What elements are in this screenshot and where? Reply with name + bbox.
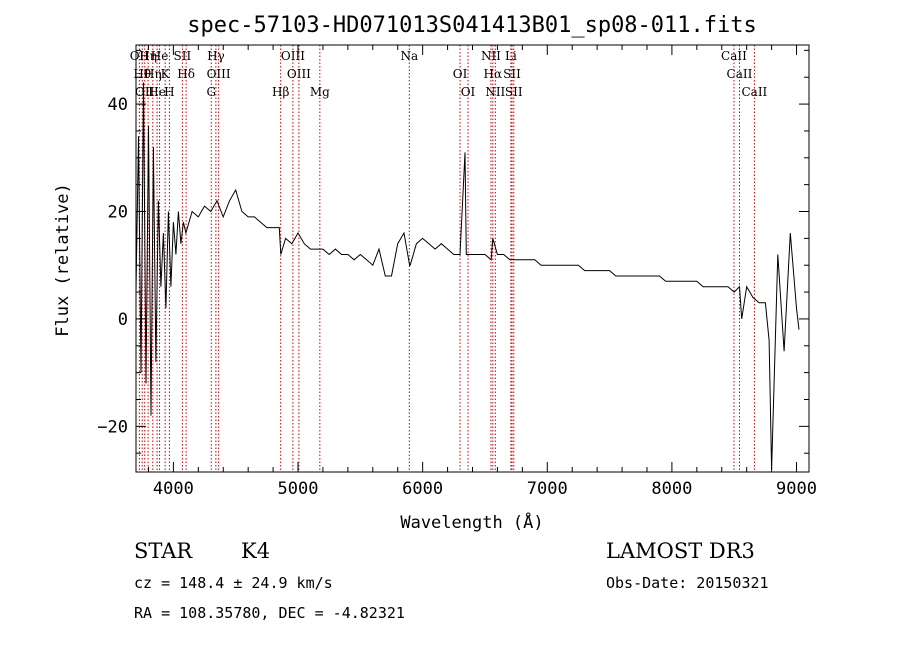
x-tick-label: 8000 — [651, 479, 692, 499]
y-tick-label: 20 — [108, 203, 128, 223]
line-marker-label: Na — [400, 49, 418, 63]
line-marker-label: NII — [485, 85, 505, 99]
line-marker-label: OIII — [287, 67, 311, 81]
chart-title: spec-57103-HD071013S041413B01_sp08-011.f… — [187, 13, 757, 38]
axis-ticks: 4000 5000 6000 7000 8000 9000 −20 0 20 40 — [97, 45, 817, 499]
line-marker-label: OI — [461, 85, 476, 99]
x-tick-label: 5000 — [278, 479, 319, 499]
plot-frame — [135, 44, 810, 473]
line-marker-label: H — [164, 85, 174, 99]
line-marker-label: He — [151, 49, 169, 63]
line-marker-label: He — [148, 85, 166, 99]
line-marker-label: OII — [135, 85, 155, 99]
line-marker-label: CaII — [727, 67, 753, 81]
line-marker-label: Hη — [144, 67, 162, 81]
x-tick-label: 9000 — [776, 479, 817, 499]
line-marker-label: Hη — [139, 49, 157, 63]
x-axis-label: Wavelength (Å) — [400, 511, 543, 533]
line-marker-label: SII — [505, 85, 523, 99]
line-marker-label: OIII — [207, 67, 231, 81]
line-marker-label: Hα — [484, 67, 503, 81]
object-type: STAR — [134, 539, 193, 563]
line-marker-label: G — [206, 85, 216, 99]
obs-date: Obs-Date: 20150321 — [606, 574, 769, 592]
line-marker-label: Hβ — [272, 85, 289, 99]
line-marker-label: OI — [453, 67, 468, 81]
y-tick-label: 40 — [108, 95, 128, 115]
line-marker-label: Hδ — [177, 67, 195, 81]
line-marker-label: CaII — [741, 85, 767, 99]
y-tick-label: −20 — [97, 417, 128, 437]
spectral-line-labels: OIIHθOIIHηHηHeHeKHSIIHδGHγOIIIHβOIIIOIII… — [130, 49, 768, 99]
line-marker-label: Hγ — [207, 49, 225, 63]
spectral-line-markers — [138, 45, 755, 472]
line-marker-label: Li — [505, 49, 517, 63]
line-marker-label: SII — [503, 67, 521, 81]
line-marker-label: K — [161, 67, 171, 81]
y-axis-label: Flux (relative) — [53, 183, 73, 337]
line-marker-label: NII — [481, 49, 501, 63]
spectrum-series — [135, 82, 800, 470]
line-marker-label: OII — [130, 49, 150, 63]
line-marker-label: OIII — [281, 49, 305, 63]
y-tick-label: 0 — [118, 310, 128, 330]
line-marker-label: Mg — [310, 85, 330, 99]
coordinates: RA = 108.35780, DEC = -4.82321 — [134, 604, 405, 622]
x-tick-label: 4000 — [153, 479, 194, 499]
spectrum-line — [135, 82, 800, 470]
line-marker-label: CaII — [721, 49, 747, 63]
object-subclass: K4 — [241, 539, 271, 563]
x-tick-label: 6000 — [402, 479, 443, 499]
redshift-value: cz = 148.4 ± 24.9 km/s — [134, 574, 333, 592]
x-tick-label: 7000 — [527, 479, 568, 499]
line-marker-label: SII — [174, 49, 192, 63]
survey-name: LAMOST DR3 — [606, 539, 755, 563]
